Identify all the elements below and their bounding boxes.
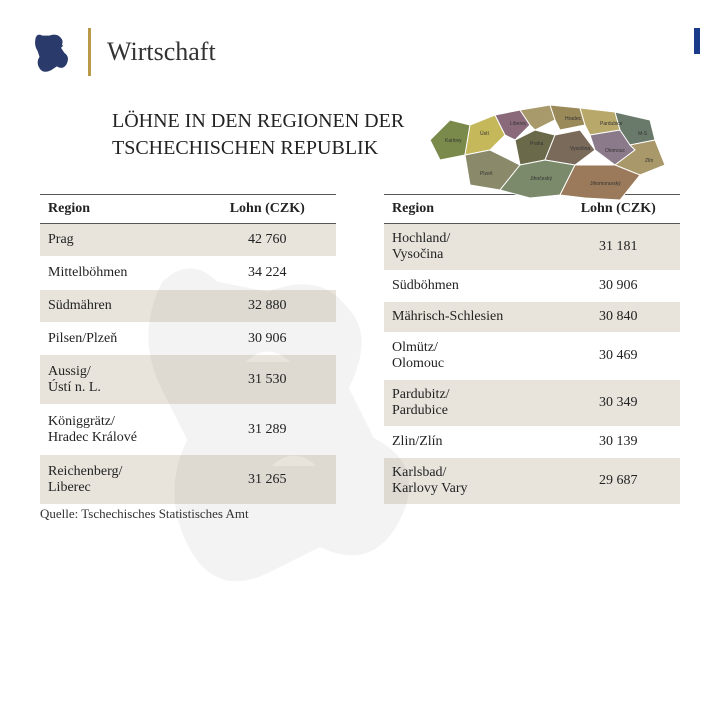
cell-wage: 31 289 (199, 405, 336, 455)
col-wage: Lohn (CZK) (199, 195, 336, 224)
table-row: Südböhmen30 906 (384, 271, 680, 302)
table-row: Hochland/ Vysočina31 181 (384, 224, 680, 271)
svg-text:Olomouc: Olomouc (605, 148, 626, 154)
cell-region: Hochland/ Vysočina (384, 224, 556, 271)
cell-region: Pardubitz/ Pardubice (384, 380, 556, 427)
cell-region: Karlsbad/ Karlovy Vary (384, 458, 556, 505)
cell-wage: 32 880 (199, 289, 336, 322)
accent-bar (694, 28, 700, 54)
svg-text:Ústí: Ústí (480, 130, 490, 137)
cell-region: Olmütz/ Olomouc (384, 333, 556, 380)
cell-region: Südböhmen (384, 271, 556, 302)
svg-text:Pardubice: Pardubice (600, 121, 623, 127)
table-row: Pardubitz/ Pardubice30 349 (384, 380, 680, 427)
svg-text:Liberec: Liberec (510, 121, 527, 127)
svg-text:Zlín: Zlín (645, 158, 654, 164)
cell-wage: 34 224 (199, 256, 336, 289)
cell-wage: 31 265 (199, 455, 336, 505)
table-row: Südmähren32 880 (40, 289, 336, 322)
czech-regions-map: Karlovy Ústí Liberec Praha Hradec Pardub… (420, 80, 680, 230)
table-row: Prag42 760 (40, 224, 336, 257)
cell-region: Aussig/ Ústí n. L. (40, 355, 199, 405)
table-row: Karlsbad/ Karlovy Vary29 687 (384, 458, 680, 505)
svg-text:M-S: M-S (638, 131, 648, 137)
czech-lion-logo (28, 28, 76, 76)
cell-region: Prag (40, 224, 199, 257)
page-title: Wirtschaft (107, 37, 216, 67)
cell-region: Pilsen/Plzeň (40, 322, 199, 355)
table-row: Pilsen/Plzeň30 906 (40, 322, 336, 355)
col-region: Region (40, 195, 199, 224)
svg-text:Plzeň: Plzeň (480, 171, 493, 177)
cell-region: Zlin/Zlín (384, 427, 556, 458)
svg-text:Vysočina: Vysočina (570, 146, 590, 152)
cell-region: Mittelböhmen (40, 256, 199, 289)
table-row: Mährisch-Schlesien30 840 (384, 302, 680, 333)
cell-region: Südmähren (40, 289, 199, 322)
wages-table-right: Region Lohn (CZK) Hochland/ Vysočina31 1… (384, 194, 680, 505)
cell-wage: 30 906 (556, 271, 680, 302)
cell-wage: 30 139 (556, 427, 680, 458)
table-row: Aussig/ Ústí n. L.31 530 (40, 355, 336, 405)
svg-text:Praha: Praha (530, 141, 544, 147)
table-row: Reichenberg/ Liberec31 265 (40, 455, 336, 505)
cell-wage: 42 760 (199, 224, 336, 257)
cell-region: Mährisch-Schlesien (384, 302, 556, 333)
cell-region: Reichenberg/ Liberec (40, 455, 199, 505)
cell-wage: 30 906 (199, 322, 336, 355)
table-row: Zlin/Zlín30 139 (384, 427, 680, 458)
cell-wage: 30 469 (556, 333, 680, 380)
subtitle: LÖHNE IN DEN REGIONEN DER TSCHECHISCHEN … (112, 108, 412, 162)
svg-text:Jihočeský: Jihočeský (530, 176, 552, 182)
cell-wage: 30 349 (556, 380, 680, 427)
table-row: Olmütz/ Olomouc30 469 (384, 333, 680, 380)
wages-table-left: Region Lohn (CZK) Prag42 760Mittelböhmen… (40, 194, 336, 505)
table-row: Königgrätz/ Hradec Králové31 289 (40, 405, 336, 455)
cell-wage: 31 181 (556, 224, 680, 271)
cell-region: Königgrätz/ Hradec Králové (40, 405, 199, 455)
title-divider (88, 28, 91, 76)
table-row: Mittelböhmen34 224 (40, 256, 336, 289)
cell-wage: 29 687 (556, 458, 680, 505)
svg-text:Hradec: Hradec (565, 116, 582, 122)
cell-wage: 30 840 (556, 302, 680, 333)
cell-wage: 31 530 (199, 355, 336, 405)
header: Wirtschaft (0, 0, 720, 76)
source-text: Quelle: Tschechisches Statistisches Amt (40, 506, 249, 522)
svg-text:Karlovy: Karlovy (445, 138, 462, 144)
svg-text:Jihomoravský: Jihomoravský (590, 181, 621, 187)
